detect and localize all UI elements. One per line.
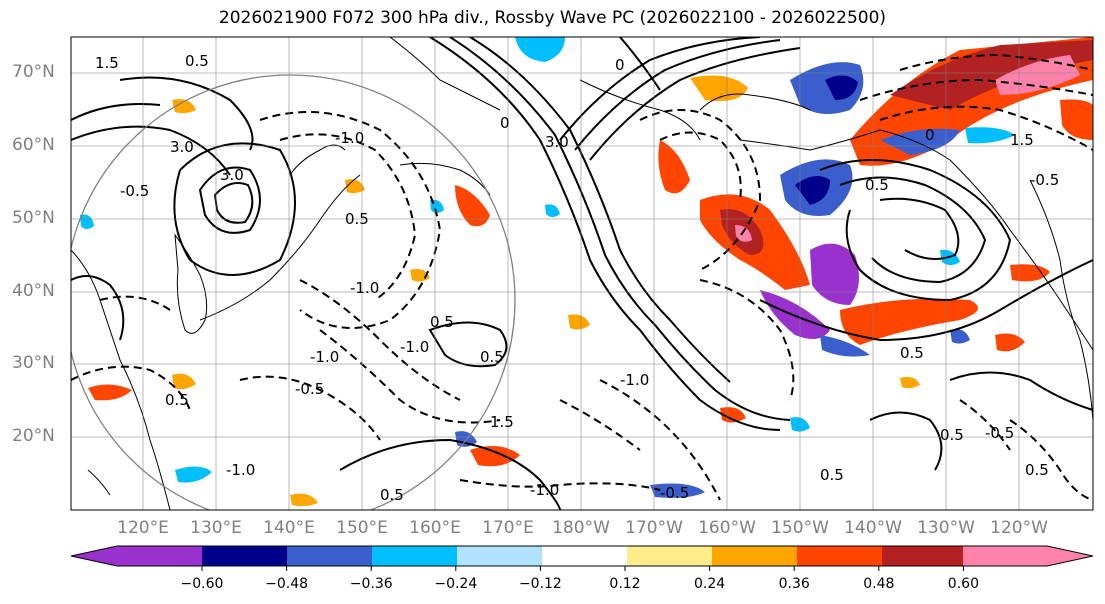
contour-label: 1.5 xyxy=(1010,131,1034,149)
contour-label: -1.0 xyxy=(350,279,379,297)
contour-label: -0.5 xyxy=(660,484,689,502)
longitude-label: 160°E xyxy=(409,518,461,538)
contour-label: 0 xyxy=(500,114,510,132)
colorbar-tick-label: −0.36 xyxy=(349,576,393,592)
contour-label: -0.5 xyxy=(985,424,1014,442)
contour-label: 0.5 xyxy=(165,391,189,409)
contour-label: -0.5 xyxy=(295,380,324,398)
colorbar xyxy=(70,545,1094,571)
contour-label: -0.5 xyxy=(1030,171,1059,189)
contour-lines xyxy=(71,37,1093,510)
contour-label: 0.5 xyxy=(345,210,369,228)
contour-label: 0.5 xyxy=(865,176,889,194)
colorbar-swatch xyxy=(287,546,372,566)
longitude-label: 120°W xyxy=(990,518,1048,538)
map-frame xyxy=(70,36,1094,511)
map-plot-area: 3.0 3.0 -0.5 0.5 -1.0 -1.0 -1.0 0.5 -0.5… xyxy=(71,37,1093,510)
contour-label: 1.5 xyxy=(95,54,119,72)
longitude-label: 170°W xyxy=(625,518,683,538)
colorbar-tick-label: 0.48 xyxy=(863,576,895,592)
reference-circle xyxy=(71,74,516,510)
contour-label: 0.5 xyxy=(480,348,504,366)
colorbar-tick-label: 0.24 xyxy=(694,576,726,592)
contour-label: 0.5 xyxy=(380,486,404,504)
colorbar-swatch xyxy=(457,546,542,566)
contour-label: -1.0 xyxy=(400,338,429,356)
longitude-label: 150°W xyxy=(771,518,829,538)
contour-label: 3.0 xyxy=(220,166,244,184)
divergence-shading xyxy=(80,37,1093,507)
latitude-label: 60°N xyxy=(12,135,55,155)
colorbar-swatch xyxy=(712,546,797,566)
contour-label: -1.0 xyxy=(226,461,255,479)
latitude-label: 20°N xyxy=(12,426,55,446)
longitude-label: 160°W xyxy=(698,518,756,538)
contour-label: -1.0 xyxy=(530,481,559,499)
contour-label: 0 xyxy=(615,56,625,74)
contour-label: 0.5 xyxy=(430,313,454,331)
graticule xyxy=(71,37,1093,510)
colorbar-swatch xyxy=(627,546,712,566)
longitude-label: 140°E xyxy=(263,518,315,538)
contour-label: 0 xyxy=(925,126,935,144)
longitude-label: 180°W xyxy=(552,518,610,538)
longitude-label: 150°E xyxy=(336,518,388,538)
colorbar-tick-label: −0.60 xyxy=(180,576,224,592)
colorbar-tick-label: 0.12 xyxy=(609,576,641,592)
colorbar-swatch xyxy=(797,546,882,566)
longitude-label: 120°E xyxy=(117,518,169,538)
contour-label: 0.5 xyxy=(1025,461,1049,479)
longitude-label: 130°W xyxy=(917,518,975,538)
contour-label: 3.0 xyxy=(545,133,569,151)
colorbar-swatch xyxy=(372,546,457,566)
latitude-label: 50°N xyxy=(12,208,55,228)
coastlines xyxy=(71,37,1093,510)
latitude-label: 40°N xyxy=(12,281,55,301)
contour-label-group: 3.0 3.0 -0.5 0.5 -1.0 -1.0 -1.0 0.5 -0.5… xyxy=(95,52,1059,504)
latitude-label: 70°N xyxy=(12,62,55,82)
colorbar-swatch xyxy=(542,546,627,566)
longitude-label: 170°E xyxy=(482,518,534,538)
colorbar-outline xyxy=(70,545,1094,567)
longitude-label: 130°E xyxy=(190,518,242,538)
colorbar-swatch xyxy=(882,546,967,566)
contour-label: -1.0 xyxy=(620,371,649,389)
colorbar-tick-label: 0.60 xyxy=(947,576,979,592)
contour-label: 1.5 xyxy=(490,413,514,431)
latitude-label: 30°N xyxy=(12,353,55,373)
colorbar-swatch xyxy=(963,546,1093,566)
contour-label: -0.5 xyxy=(120,182,149,200)
contour-label: 0.5 xyxy=(185,52,209,70)
contour-label: 0.5 xyxy=(900,344,924,362)
map-title: 2026021900 F072 300 hPa div., Rossby Wav… xyxy=(218,8,887,28)
colorbar-tick-label: −0.24 xyxy=(434,576,478,592)
contour-label: 0.5 xyxy=(820,466,844,484)
negative-contours xyxy=(71,53,1093,501)
contour-label: 0.5 xyxy=(940,426,964,444)
longitude-label: 140°W xyxy=(844,518,902,538)
contour-label: -1.0 xyxy=(310,348,339,366)
colorbar-tick-label: 0.36 xyxy=(778,576,810,592)
colorbar-tick-label: −0.48 xyxy=(265,576,309,592)
contour-label: 3.0 xyxy=(170,138,194,156)
colorbar-tick-label: −0.12 xyxy=(518,576,562,592)
colorbar-swatch xyxy=(202,546,287,566)
colorbar-swatch xyxy=(71,546,202,566)
contour-label: -1.0 xyxy=(335,129,364,147)
